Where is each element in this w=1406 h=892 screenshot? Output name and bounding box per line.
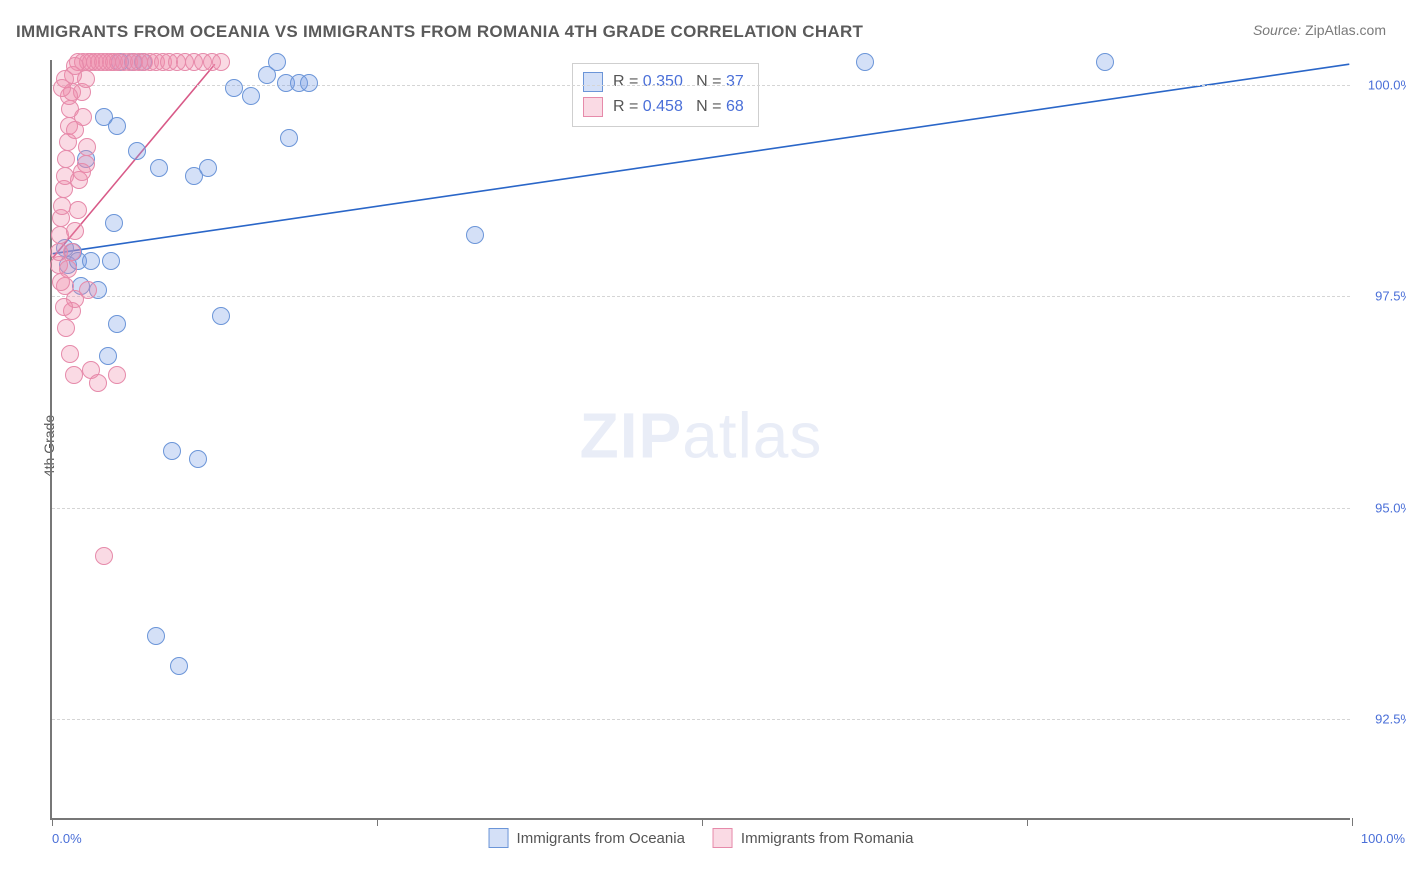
scatter-point [300,74,318,92]
scatter-point [280,129,298,147]
x-tick [377,818,378,826]
scatter-point [52,273,70,291]
trendlines-layer [52,60,1350,818]
scatter-point [55,298,73,316]
legend-swatch [489,828,509,848]
legend-swatch [583,72,603,92]
x-axis-max-label: 100.0% [1361,831,1405,846]
scatter-point [74,108,92,126]
scatter-point [99,347,117,365]
scatter-point [170,657,188,675]
scatter-point [189,450,207,468]
legend-item: Immigrants from Romania [713,828,914,848]
scatter-point [63,243,81,261]
scatter-point [268,53,286,71]
x-tick [1027,818,1028,826]
gridline-horizontal [52,296,1350,297]
scatter-point [95,547,113,565]
series-legend: Immigrants from Oceania Immigrants from R… [489,828,914,848]
plot-area: ZIPatlas R = 0.350 N = 37R = 0.458 N = 6… [50,60,1350,820]
scatter-point [856,53,874,71]
gridline-horizontal [52,719,1350,720]
scatter-point [163,442,181,460]
scatter-point [108,366,126,384]
scatter-point [212,53,230,71]
x-axis-min-label: 0.0% [52,831,82,846]
legend-row: R = 0.350 N = 37 [583,70,744,95]
scatter-point [102,252,120,270]
scatter-point [69,201,87,219]
legend-item: Immigrants from Oceania [489,828,685,848]
scatter-point [82,252,100,270]
scatter-point [147,627,165,645]
scatter-point [150,159,168,177]
source-label: Source: [1253,22,1301,38]
chart-title: IMMIGRANTS FROM OCEANIA VS IMMIGRANTS FR… [16,22,863,42]
scatter-point [65,366,83,384]
scatter-point [57,150,75,168]
x-tick [52,818,53,826]
legend-row: R = 0.458 N = 68 [583,95,744,120]
scatter-point [242,87,260,105]
scatter-point [225,79,243,97]
watermark-zip: ZIP [580,399,683,471]
scatter-point [78,138,96,156]
y-tick-label: 92.5% [1375,711,1406,726]
y-tick-label: 97.5% [1375,289,1406,304]
watermark: ZIPatlas [580,398,823,472]
x-tick [702,818,703,826]
scatter-point [108,315,126,333]
legend-label: Immigrants from Romania [741,830,914,847]
scatter-point [95,108,113,126]
scatter-point [61,345,79,363]
scatter-point [1096,53,1114,71]
gridline-horizontal [52,85,1350,86]
scatter-point [199,159,217,177]
scatter-point [89,374,107,392]
correlation-legend: R = 0.350 N = 37R = 0.458 N = 68 [572,63,759,127]
scatter-point [105,214,123,232]
legend-text: R = 0.350 N = 37 [613,70,744,95]
y-tick-label: 95.0% [1375,500,1406,515]
source-value: ZipAtlas.com [1305,22,1386,38]
scatter-point [212,307,230,325]
scatter-point [66,222,84,240]
source-attribution: Source: ZipAtlas.com [1253,22,1386,38]
scatter-point [53,79,71,97]
legend-text: R = 0.458 N = 68 [613,95,744,120]
chart-container: ZIPatlas R = 0.350 N = 37R = 0.458 N = 6… [50,60,1350,820]
legend-label: Immigrants from Oceania [517,830,685,847]
scatter-point [73,163,91,181]
gridline-horizontal [52,508,1350,509]
scatter-point [128,142,146,160]
y-tick-label: 100.0% [1368,78,1406,93]
scatter-point [79,281,97,299]
legend-swatch [583,97,603,117]
watermark-atlas: atlas [682,399,822,471]
x-tick [1352,818,1353,826]
scatter-point [57,319,75,337]
legend-swatch [713,828,733,848]
scatter-point [466,226,484,244]
